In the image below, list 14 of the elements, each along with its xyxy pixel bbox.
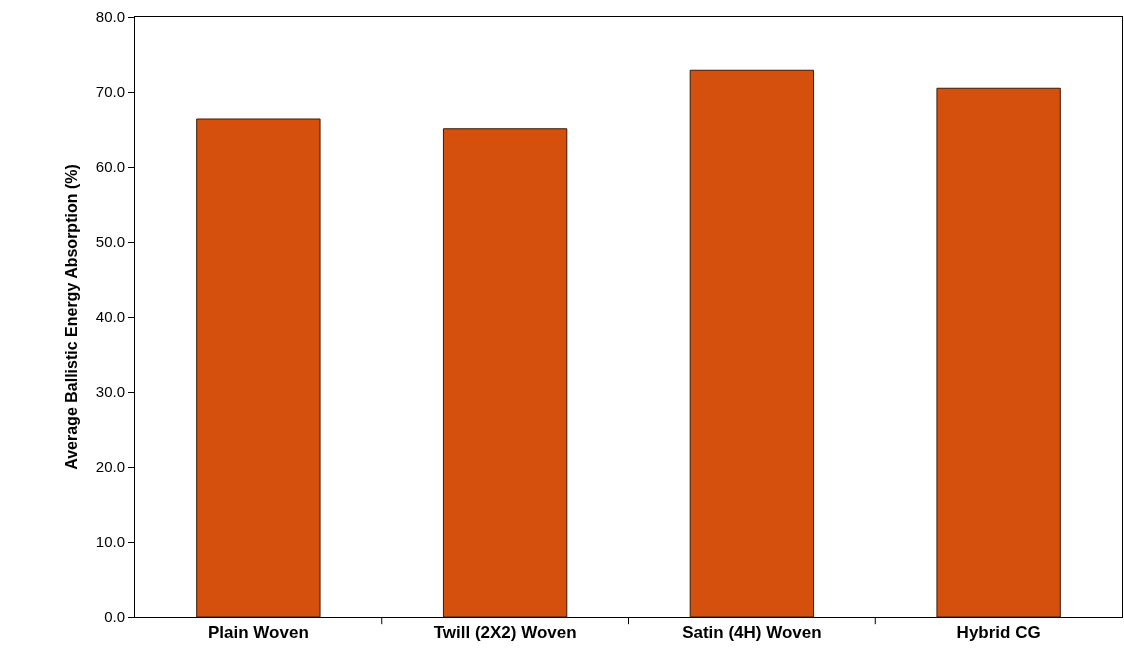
y-tick-label: 10.0: [95, 533, 125, 551]
y-tick-label: 70.0: [95, 83, 125, 101]
x-tick-label: Twill (2X2) Woven: [433, 623, 577, 643]
y-tick-label: 0.0: [104, 608, 125, 626]
y-axis-title: Average Ballistic Energy Absorption (%): [62, 164, 80, 470]
y-tick-label: 20.0: [95, 458, 125, 476]
x-tick-label: Satin (4H) Woven: [682, 623, 822, 643]
x-tick-label: Hybrid CG: [956, 623, 1041, 643]
y-tick-label: 50.0: [95, 233, 125, 251]
y-tick-label: 30.0: [95, 383, 125, 401]
y-tick-label: 60.0: [95, 158, 125, 176]
y-tick-label: 40.0: [95, 308, 125, 326]
y-tick-label: 80.0: [95, 8, 125, 26]
x-tick-label: Plain Woven: [208, 623, 309, 643]
